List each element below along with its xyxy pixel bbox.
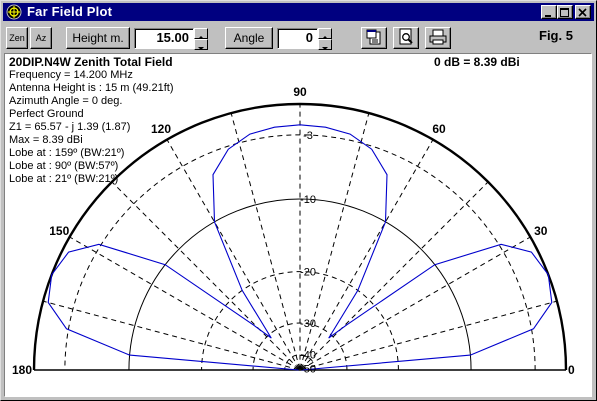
ring-label: -10: [300, 194, 316, 206]
angle-button[interactable]: Angle: [225, 27, 273, 49]
height-button-label: Height m.: [72, 31, 124, 45]
grid-ring: [64, 134, 536, 371]
app-icon: [6, 4, 22, 20]
grid-spoke: [299, 112, 370, 369]
grid-spoke: [69, 236, 300, 370]
info-line: Max = 8.39 dBi: [9, 134, 83, 146]
print-preview-icon: [399, 28, 413, 45]
info-line: Frequency = 14.200 MHz: [9, 69, 133, 81]
zenith-button-label: Zen: [9, 33, 25, 43]
height-spin-down[interactable]: [194, 39, 208, 50]
grid-ring: [128, 198, 472, 371]
azimuth-button-label: Az: [35, 33, 47, 43]
angle-label: 180: [12, 363, 32, 377]
ring-label: -20: [300, 267, 316, 279]
ring-label: -30: [300, 318, 316, 330]
printer-icon: [429, 29, 447, 45]
maximize-button[interactable]: [557, 5, 573, 19]
angle-label: 60: [432, 122, 446, 136]
height-button[interactable]: Height m.: [66, 27, 130, 49]
print-button[interactable]: [425, 27, 451, 49]
minimize-button[interactable]: [541, 5, 557, 19]
angle-input[interactable]: 0: [277, 28, 318, 49]
ring-label: -40: [300, 350, 316, 362]
info-line: Lobe at : 21º (BW:21º): [9, 173, 119, 185]
grid-spoke: [166, 139, 300, 370]
angle-button-label: Angle: [233, 31, 265, 45]
maximize-icon: [560, 8, 569, 17]
zenith-button[interactable]: Zen: [6, 27, 28, 49]
radiation-pattern: [47, 124, 553, 371]
height-spin-up[interactable]: [194, 28, 208, 39]
angle-label: 120: [151, 122, 171, 136]
angle-label: 90: [293, 85, 307, 99]
info-panel: 20DIP.N4W Zenith Total Field Frequency =…: [9, 56, 173, 186]
properties-button[interactable]: [361, 27, 387, 49]
plot-title: 20DIP.N4W Zenith Total Field: [9, 55, 173, 69]
grid-ring: [201, 271, 399, 371]
info-line: Z1 = 65.57 - j 1.39 (1.87): [9, 121, 131, 133]
grid-spoke: [300, 236, 531, 370]
arrow-down-icon: [322, 47, 328, 50]
print-preview-button[interactable]: [393, 27, 419, 49]
angle-spin-down[interactable]: [318, 39, 332, 50]
angle-label: 0: [568, 363, 575, 377]
title-bar[interactable]: Far Field Plot: [3, 3, 594, 21]
close-button[interactable]: [575, 5, 591, 19]
figure-label: Fig. 5: [539, 28, 573, 43]
db-reference: 0 dB = 8.39 dBi: [434, 55, 520, 69]
info-line: Perfect Ground: [9, 108, 84, 120]
angle-spin-up[interactable]: [318, 28, 332, 39]
arrow-down-icon: [198, 47, 204, 50]
window-title: Far Field Plot: [27, 4, 113, 19]
azimuth-button[interactable]: Az: [30, 27, 52, 49]
minimize-icon: [545, 15, 551, 17]
grid-spoke: [42, 300, 299, 371]
ring-label: -50: [300, 364, 316, 376]
info-line: Azimuth Angle = 0 deg.: [9, 95, 123, 107]
info-line: Antenna Height is : 15 m (49.21ft): [9, 82, 174, 94]
angle-label: 150: [49, 224, 69, 238]
arrow-up-icon: [198, 36, 204, 39]
plot-area: 180 150 120 90 60 30 0 -3 -10 -20 -30 -40 -50 20DIP.…: [4, 53, 592, 397]
angle-label: 30: [534, 224, 548, 238]
info-line: Lobe at : 159º (BW:21º): [9, 147, 125, 159]
grid-spoke: [230, 112, 301, 369]
grid-spoke: [300, 181, 489, 370]
polar-plot: 180 150 120 90 60 30 0 -3 -10 -20 -30 -40 -50: [12, 85, 575, 377]
ring-label: -3: [303, 130, 313, 142]
grid-spoke: [111, 181, 300, 370]
arrow-up-icon: [322, 36, 328, 39]
properties-icon: [366, 29, 381, 45]
close-icon: [578, 8, 587, 17]
info-line: Lobe at : 90º (BW:57º): [9, 160, 119, 172]
height-input[interactable]: 15.00: [134, 28, 194, 49]
grid-spoke: [300, 139, 434, 370]
grid-spoke: [301, 300, 558, 371]
